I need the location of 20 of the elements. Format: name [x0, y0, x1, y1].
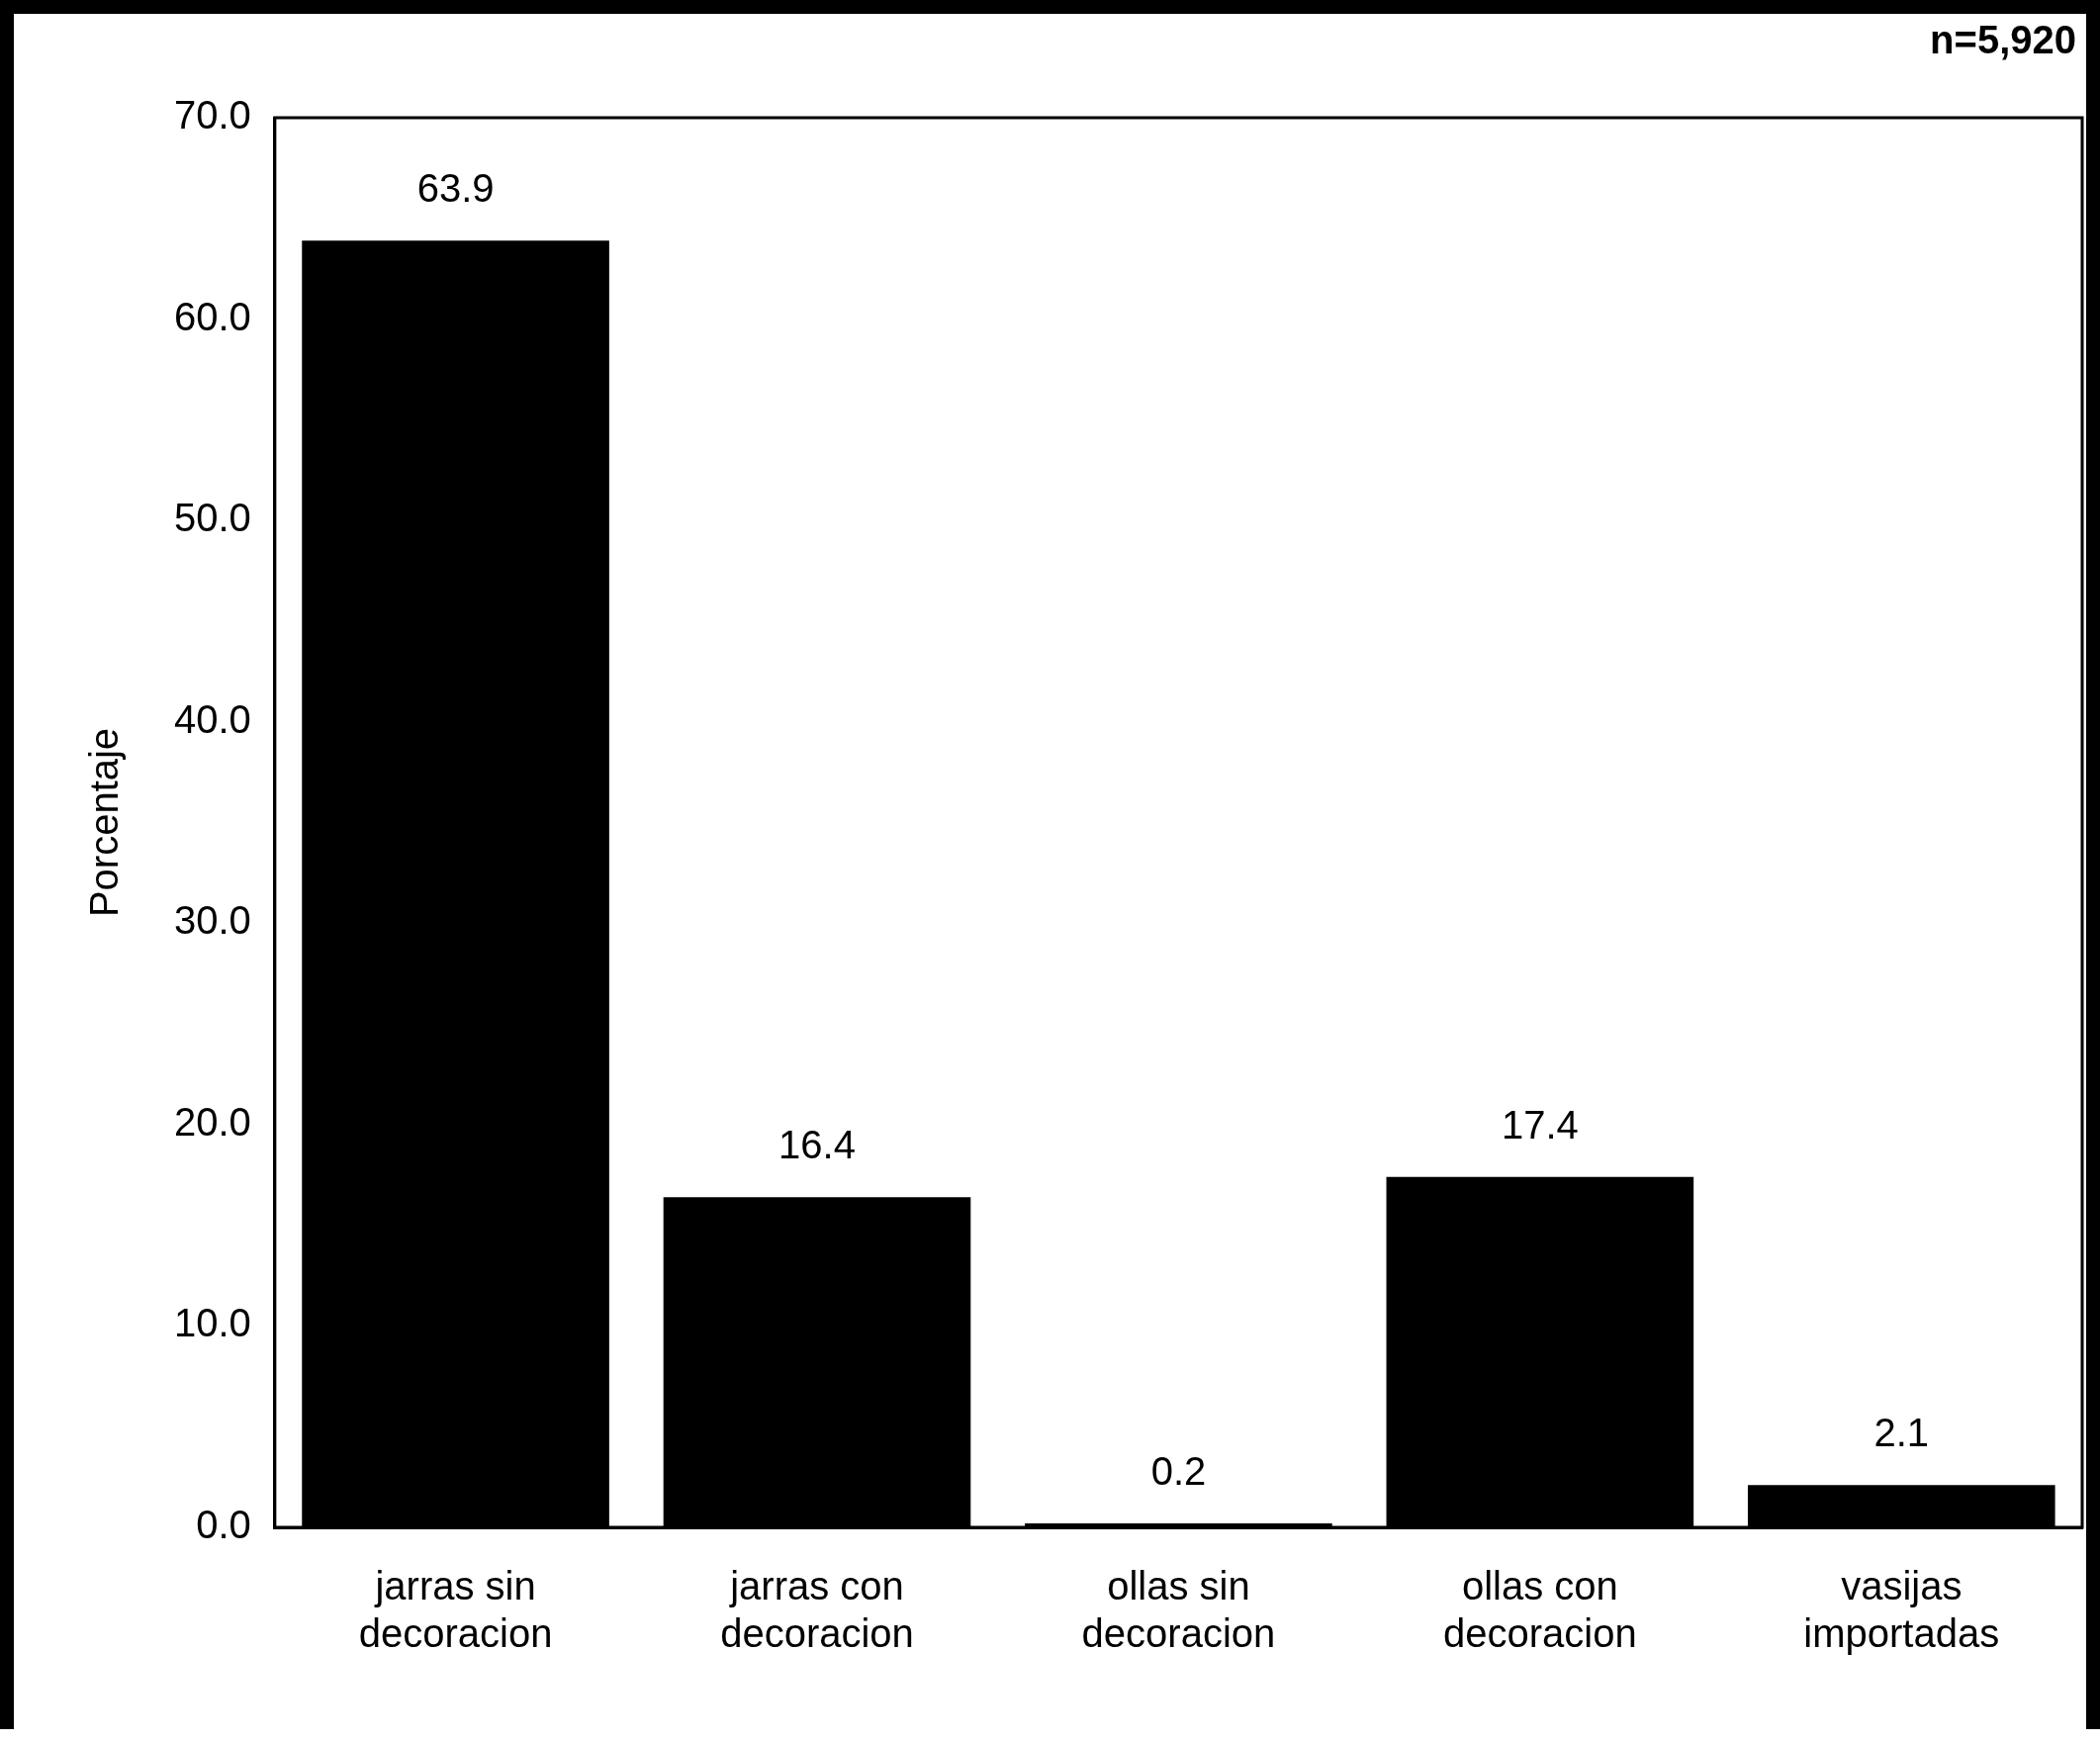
- x-tick-label: ollas sin decoracion: [1081, 1564, 1276, 1656]
- data-label: 2.1: [1873, 1411, 1930, 1455]
- y-tick-label: 60.0: [173, 294, 251, 338]
- data-label: 16.4: [778, 1123, 856, 1167]
- y-tick-label: 0.0: [196, 1503, 251, 1547]
- y-tick-label: 10.0: [173, 1301, 251, 1345]
- x-tick-label: jarras sin decoracion: [358, 1564, 553, 1656]
- y-tick-label: 30.0: [173, 898, 251, 943]
- y-tick-label: 20.0: [173, 1099, 251, 1144]
- x-tick-label: ollas con decoracion: [1443, 1564, 1637, 1656]
- y-axis-title: Porcentaje: [82, 727, 127, 918]
- y-tick-label: 40.0: [173, 696, 251, 741]
- y-tick-label: 70.0: [173, 93, 251, 138]
- data-label: 0.2: [1150, 1448, 1207, 1493]
- y-tick-label: 50.0: [173, 496, 251, 540]
- data-label: 63.9: [416, 166, 495, 211]
- data-label: 17.4: [1501, 1102, 1579, 1147]
- x-tick-label: jarras con decoracion: [720, 1564, 914, 1656]
- x-tick-label: vasijas importadas: [1803, 1564, 2000, 1656]
- text: n=5,920: [1930, 18, 2076, 62]
